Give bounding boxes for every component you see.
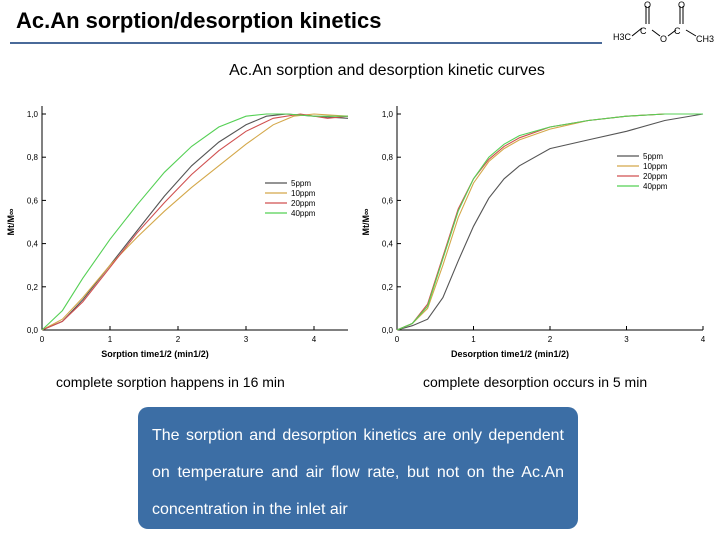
logo-label: O bbox=[644, 0, 651, 10]
y-tick-label: 0,0 bbox=[27, 326, 39, 335]
y-tick-label: 0,8 bbox=[27, 153, 39, 162]
x-tick-label: 2 bbox=[176, 335, 181, 344]
y-tick-label: 0,6 bbox=[27, 196, 39, 205]
slide-subtitle: Ac.An sorption and desorption kinetic cu… bbox=[229, 62, 545, 79]
logo-label: C bbox=[674, 26, 681, 36]
x-axis-label: Desorption time1/2 (min1/2) bbox=[451, 349, 569, 359]
x-tick-label: 1 bbox=[471, 335, 476, 344]
legend-label: 10ppm bbox=[291, 189, 316, 198]
legend-label: 40ppm bbox=[643, 182, 668, 191]
desorption-caption: complete desorption occurs in 5 min bbox=[423, 374, 648, 390]
x-tick-label: 1 bbox=[108, 335, 113, 344]
x-tick-label: 0 bbox=[395, 335, 400, 344]
y-tick-label: 0,8 bbox=[382, 153, 394, 162]
slide-title: Ac.An sorption/desorption kinetics bbox=[16, 8, 382, 33]
legend-label: 40ppm bbox=[291, 209, 316, 218]
legend-label: 5ppm bbox=[291, 179, 311, 188]
series-line-10ppm bbox=[41, 113, 349, 331]
legend-label: 5ppm bbox=[643, 152, 663, 161]
logo-label: O bbox=[678, 0, 685, 10]
x-tick-label: 4 bbox=[701, 335, 706, 344]
title-underline bbox=[10, 42, 602, 44]
legend-label: 20ppm bbox=[643, 172, 668, 181]
y-tick-label: 1,0 bbox=[382, 110, 394, 119]
series-line-5ppm bbox=[396, 113, 704, 331]
y-tick-label: 0,4 bbox=[27, 240, 39, 249]
series-line-40ppm bbox=[396, 113, 703, 331]
conclusion-text: The sorption and desorption kinetics are… bbox=[152, 427, 564, 518]
logo-label: O bbox=[660, 34, 667, 44]
y-tick-label: 1,0 bbox=[27, 110, 39, 119]
logo-label: CH3 bbox=[696, 34, 714, 44]
y-tick-label: 0,6 bbox=[382, 196, 394, 205]
x-tick-label: 4 bbox=[312, 335, 317, 344]
y-axis-label: Mt/M∞ bbox=[361, 208, 371, 235]
legend-label: 20ppm bbox=[291, 199, 316, 208]
series-line-40ppm bbox=[41, 113, 348, 331]
y-axis-label: Mt/M∞ bbox=[6, 208, 16, 235]
x-tick-label: 3 bbox=[624, 335, 629, 344]
sorption-caption: complete sorption happens in 16 min bbox=[56, 374, 285, 390]
acetic-anhydride-structure-logo: H3C C O O C O CH3 bbox=[613, 0, 714, 44]
logo-label: C bbox=[640, 26, 647, 36]
y-tick-label: 0,2 bbox=[27, 283, 39, 292]
y-tick-label: 0,4 bbox=[382, 240, 394, 249]
sorption-kinetics-chart: 0 1 2 3 4 0,0 0,2 0,4 0,6 0,8 1,0 Sorption time1/2 … bbox=[6, 106, 349, 359]
series-line-5ppm bbox=[41, 113, 349, 331]
y-tick-label: 0,0 bbox=[382, 326, 394, 335]
x-tick-label: 0 bbox=[40, 335, 45, 344]
desorption-kinetics-chart: 0 1 2 3 4 0,0 0,2 0,4 0,6 0,8 1,0 Desorption time1/… bbox=[361, 106, 706, 359]
y-tick-label: 0,2 bbox=[382, 283, 394, 292]
conclusion-callout: The sorption and desorption kinetics are… bbox=[138, 407, 578, 529]
series-line-20ppm bbox=[41, 113, 349, 331]
logo-label: H3C bbox=[613, 32, 632, 42]
x-tick-label: 2 bbox=[548, 335, 553, 344]
x-tick-label: 3 bbox=[244, 335, 249, 344]
legend-label: 10ppm bbox=[643, 162, 668, 171]
x-axis-label: Sorption time1/2 (min1/2) bbox=[101, 349, 209, 359]
